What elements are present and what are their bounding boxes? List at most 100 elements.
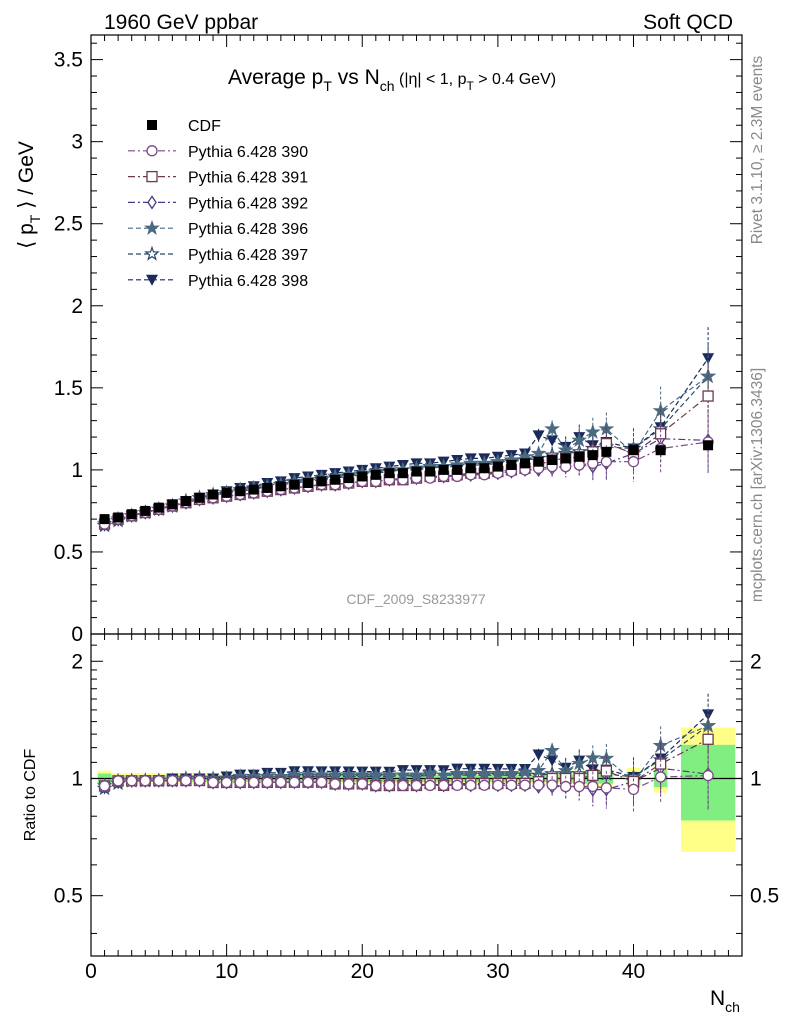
cdf-point bbox=[153, 502, 164, 513]
ratio-y-tick-label-right: 0.5 bbox=[750, 885, 779, 908]
cdf-point bbox=[343, 473, 354, 484]
cdf-point bbox=[452, 464, 463, 475]
ratio-data-point bbox=[207, 776, 219, 789]
ratio-data-point bbox=[356, 778, 368, 790]
data-point bbox=[546, 435, 559, 447]
ratio-data-point bbox=[505, 779, 518, 791]
ratio-data-point bbox=[275, 776, 287, 788]
legend-marker bbox=[146, 145, 158, 157]
y-tick-label: 3 bbox=[71, 131, 83, 154]
x-tick-label: 10 bbox=[215, 960, 238, 983]
cdf-point bbox=[180, 496, 191, 507]
ratio-data-point bbox=[573, 780, 585, 793]
ratio-data-point bbox=[98, 780, 111, 792]
y-tick-label: 0.5 bbox=[54, 541, 83, 564]
cdf-point bbox=[126, 509, 137, 520]
ratio-data-point bbox=[437, 779, 450, 792]
svg-text:Nch: Nch bbox=[710, 987, 740, 1015]
ratio-data-point bbox=[153, 775, 165, 787]
x-tick-label: 0 bbox=[85, 960, 97, 983]
ratio-data-point bbox=[702, 733, 714, 745]
ratio-data-point bbox=[517, 763, 533, 779]
ratio-data-point bbox=[654, 771, 667, 783]
cdf-point bbox=[303, 478, 313, 489]
cdf-point bbox=[208, 489, 219, 500]
data-point bbox=[532, 430, 545, 442]
cdf-point bbox=[167, 499, 178, 510]
ratio-data-point bbox=[492, 779, 504, 791]
cdf-point bbox=[520, 458, 530, 469]
ratio-data-point bbox=[397, 779, 409, 792]
ratio-data-point bbox=[702, 769, 714, 782]
legend-item: Pythia 6.428 390 bbox=[128, 144, 308, 161]
y-tick-label: 1.5 bbox=[54, 377, 83, 400]
legend-marker bbox=[147, 195, 157, 210]
ratio-data-point bbox=[587, 780, 599, 793]
cdf-point bbox=[275, 481, 286, 492]
legend-marker bbox=[146, 170, 158, 183]
legend-item: Pythia 6.428 396 bbox=[128, 219, 308, 238]
ratio-data-point bbox=[489, 765, 506, 781]
ratio-data-point bbox=[288, 776, 301, 788]
xlabel: Nch bbox=[710, 987, 740, 1015]
cdf-point bbox=[262, 482, 273, 493]
cdf-point bbox=[533, 456, 544, 467]
legend-label: Pythia 6.428 396 bbox=[188, 221, 308, 238]
y-tick-label: 2.5 bbox=[54, 213, 83, 236]
data-point bbox=[544, 420, 561, 436]
cdf-point bbox=[330, 474, 341, 485]
cdf-point bbox=[113, 512, 124, 523]
x-tick-label: 40 bbox=[622, 960, 645, 983]
data-point bbox=[600, 456, 613, 468]
x-tick-label: 30 bbox=[486, 960, 509, 983]
main-panel: 0 0.5 1 1.5 2 2.5 3 3.5 bbox=[54, 34, 743, 646]
ratio-data-point bbox=[584, 749, 601, 765]
legend-marker bbox=[146, 274, 158, 286]
legend-label: Pythia 6.428 398 bbox=[188, 273, 308, 290]
cdf-point bbox=[560, 453, 571, 464]
cdf-point bbox=[99, 514, 110, 525]
ratio-data-point bbox=[424, 779, 436, 792]
ratio-data-point bbox=[315, 776, 328, 788]
mcplots-label: mcplots.cern.ch [arXiv:1306.3436] bbox=[749, 368, 766, 602]
ratio-data-point bbox=[408, 766, 425, 782]
y-tick-label: 3.5 bbox=[54, 49, 83, 72]
cdf-point bbox=[221, 487, 232, 498]
legend-marker bbox=[144, 219, 160, 235]
cdf-point bbox=[194, 492, 205, 503]
ratio-data-point bbox=[343, 778, 355, 790]
ratio-data-point bbox=[383, 779, 396, 792]
ratio-data-point bbox=[302, 776, 314, 788]
legend-label: Pythia 6.428 397 bbox=[188, 247, 308, 264]
header-left: 1960 GeV ppbar bbox=[104, 11, 258, 34]
main-title: Average pT vs Nch (|η| < 1, pT > 0.4 GeV… bbox=[228, 66, 556, 94]
ratio-data-point bbox=[126, 775, 138, 787]
cdf-point bbox=[655, 445, 666, 456]
data-point bbox=[571, 432, 588, 448]
ratio-data-point bbox=[220, 776, 233, 789]
legend-marker bbox=[147, 120, 157, 130]
main-ylabel: ⟨ pT ⟩ / GeV bbox=[15, 141, 43, 249]
data-point bbox=[702, 353, 715, 365]
y-tick-label: 2 bbox=[71, 295, 83, 318]
ratio-data-point bbox=[449, 765, 466, 781]
ratio-y-tick-label: 0.5 bbox=[54, 885, 83, 908]
ratio-y-tick-label: 1 bbox=[71, 767, 83, 790]
ratio-data-point bbox=[544, 742, 561, 758]
legend-label: Pythia 6.428 392 bbox=[188, 195, 308, 212]
cdf-point bbox=[601, 446, 612, 457]
ratio-data-point bbox=[600, 782, 613, 794]
header-right: Soft QCD bbox=[643, 11, 733, 34]
cdf-point bbox=[397, 468, 408, 479]
ratio-y-tick-label-right: 1 bbox=[750, 767, 762, 790]
ratio-data-point bbox=[503, 765, 520, 781]
ratio-data-point bbox=[560, 780, 572, 793]
cdf-point bbox=[370, 469, 381, 480]
ratio-data-point bbox=[410, 779, 423, 792]
ratio-data-point bbox=[546, 779, 558, 791]
cdf-point bbox=[438, 464, 449, 475]
y-tick-label: 1 bbox=[71, 459, 83, 482]
ratio-data-point bbox=[532, 779, 545, 791]
cdf-point bbox=[628, 445, 639, 456]
